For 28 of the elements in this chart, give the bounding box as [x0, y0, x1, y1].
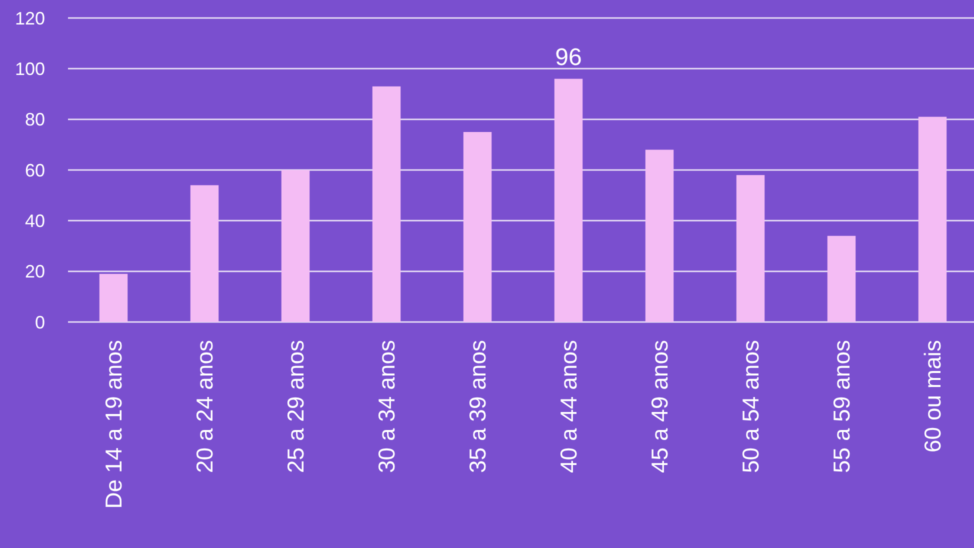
x-tick-label: 25 a 29 anos: [282, 340, 309, 474]
x-tick-label: 60 ou mais: [920, 340, 946, 453]
y-tick-label: 0: [34, 312, 45, 332]
x-tick-label: 40 a 44 anos: [556, 340, 582, 474]
x-tick-label: 30 a 34 anos: [374, 340, 400, 474]
x-tick-label: 45 a 49 anos: [646, 340, 673, 474]
x-tick-label: 20 a 24 anos: [192, 340, 218, 474]
y-tick-label: 20: [24, 262, 45, 282]
x-tick-label: 55 a 59 anos: [828, 340, 855, 474]
bar: [554, 78, 583, 322]
bar: [736, 175, 765, 322]
bar: [918, 116, 947, 322]
y-tick-label: 120: [14, 8, 45, 28]
bar: [281, 170, 310, 322]
bar: [463, 132, 492, 322]
bar: [190, 185, 219, 322]
x-tick-label: 50 a 54 anos: [738, 340, 764, 474]
x-tick-label: De 14 a 19 anos: [100, 340, 127, 509]
y-tick-label: 60: [24, 160, 45, 180]
bar: [827, 236, 856, 322]
bar: [99, 274, 128, 322]
data-label: 96: [555, 44, 582, 71]
y-tick-label: 100: [14, 58, 45, 79]
x-tick-label: 35 a 39 anos: [464, 340, 491, 474]
bar: [372, 86, 401, 322]
bar: [645, 150, 674, 322]
y-tick-label: 80: [24, 110, 45, 130]
y-tick-label: 40: [24, 210, 45, 231]
